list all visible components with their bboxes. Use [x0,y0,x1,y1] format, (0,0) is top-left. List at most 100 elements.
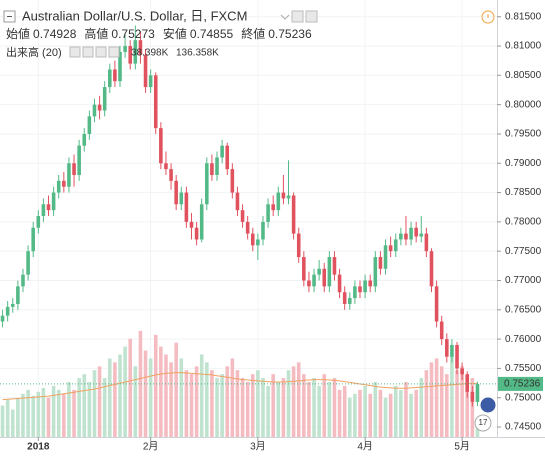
candle-body [296,233,301,258]
settings-button[interactable] [95,46,107,58]
candle-body [51,192,56,211]
candles [0,25,480,407]
candle-body [353,286,357,299]
candle-body [475,383,480,402]
volume-bar [148,358,153,437]
y-tick-label: 0.79500 [505,129,542,140]
volume-bar [281,378,286,437]
candle-body [97,104,102,111]
volume-title: 出来高 (20) [6,45,62,59]
settings-button[interactable] [108,46,120,58]
candle-body [205,163,209,205]
x-tick-label: 5月 [454,441,470,453]
candle-body [337,274,342,293]
candle-body [281,192,286,199]
volume-bar [393,385,398,437]
volume-bar [256,370,260,437]
candle-body [378,257,383,269]
volume-bar [373,382,378,437]
candle-body [138,40,143,55]
volume-bar [450,354,454,437]
volume-bar [199,354,204,437]
candle-body [460,368,464,375]
volume-bar [240,378,245,437]
volume-bar [235,370,240,437]
candle-body [199,204,204,240]
candle-body [332,257,337,275]
candle-body [302,257,306,281]
candle-body [36,216,41,228]
candle-body [21,274,25,287]
ohlc-value: 0.75236 [268,27,312,41]
candle-body [113,69,117,82]
ohlc-label: 高値 [84,26,108,41]
candle-body [235,192,240,211]
menu-arrow[interactable] [280,14,290,20]
candle-body [92,104,97,117]
volume-bar [439,366,444,437]
candle-body [16,286,20,304]
candle-body [419,233,424,237]
volume-bar [16,397,20,437]
candle-body [225,145,230,170]
settings-button[interactable] [69,46,81,58]
volume-bar [363,385,367,437]
candle-body [368,280,372,287]
y-tick-label: 0.80000 [505,99,542,110]
volume-bar [291,366,296,437]
volume-bar [312,378,316,437]
volume-ma-line [2,372,478,401]
candle-body [26,251,30,275]
candle-body [220,145,224,158]
y-tick-label: 0.76500 [505,304,542,315]
candle-body [153,75,158,129]
y-tick-label: 0.79000 [505,158,542,169]
volume-bar [342,385,347,437]
settings-button[interactable] [82,46,94,58]
volume-bar [220,374,224,437]
volume-bar [353,393,357,437]
volume-bar [21,393,25,437]
volume-bar [123,346,127,437]
volume-bar [67,382,71,437]
volume-bar [358,389,362,437]
volume-bar [424,370,429,437]
candle-body [450,344,454,357]
volume-bar [409,393,413,437]
candle-body [82,133,87,146]
candle-body [383,245,388,269]
candle-body [434,286,439,322]
ohlc-label: 始値 [6,26,30,41]
volume-bar [189,374,194,437]
candle-body [266,204,270,222]
candle-body [317,268,321,275]
x-tick-label: 2月 [143,441,159,453]
settings-button[interactable] [305,10,318,23]
volume-bar [194,366,199,437]
volume-bar [113,362,117,437]
volume-bar [230,358,235,437]
y-tick-label: 0.77500 [505,246,542,257]
alert-icon[interactable] [481,10,495,24]
candle-body [164,163,168,170]
candle-body [184,192,189,222]
settings-button[interactable] [291,10,304,23]
candle-body [424,233,429,252]
volume-bar [276,382,281,437]
candle-body [31,227,35,252]
candle-body [174,180,178,205]
volume-bar [0,405,5,437]
candle-body [399,233,403,240]
candle-body [72,163,76,175]
volume-bar [470,378,475,437]
volume-bar [87,382,92,437]
candle-body [46,204,51,211]
volume-bar [215,378,219,437]
volume-bar [210,370,214,437]
candle-body [455,344,459,369]
volume-bar [108,358,112,437]
volume-bar [429,362,434,437]
candle-body [342,292,347,304]
candle-body [118,51,122,82]
